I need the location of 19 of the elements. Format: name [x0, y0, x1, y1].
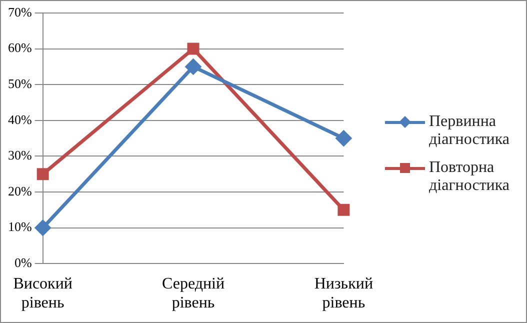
y-tick-label: 10%: [8, 219, 32, 234]
point: [187, 42, 200, 55]
legend-label: Повторна діагностика: [429, 159, 510, 195]
y-tick-label: 50%: [8, 76, 32, 92]
point: [36, 168, 49, 180]
point: [336, 130, 352, 146]
point: [35, 220, 51, 236]
x-tick-label: Високий рівень: [13, 275, 73, 312]
legend-label: Первинна діагностика: [429, 113, 510, 149]
y-tick-label: 30%: [8, 148, 32, 163]
y-tick-label: 60%: [8, 40, 32, 56]
point: [338, 204, 350, 216]
x-tick-label: Середній рівень: [162, 275, 225, 312]
y-tick-label: 0%: [14, 255, 32, 270]
y-tick-label: 40%: [8, 112, 32, 127]
point: [186, 58, 202, 74]
x-tick-label: Низький рівень: [314, 275, 374, 312]
y-tick-label: 70%: [8, 4, 32, 20]
y-tick-label: 20%: [8, 183, 32, 198]
